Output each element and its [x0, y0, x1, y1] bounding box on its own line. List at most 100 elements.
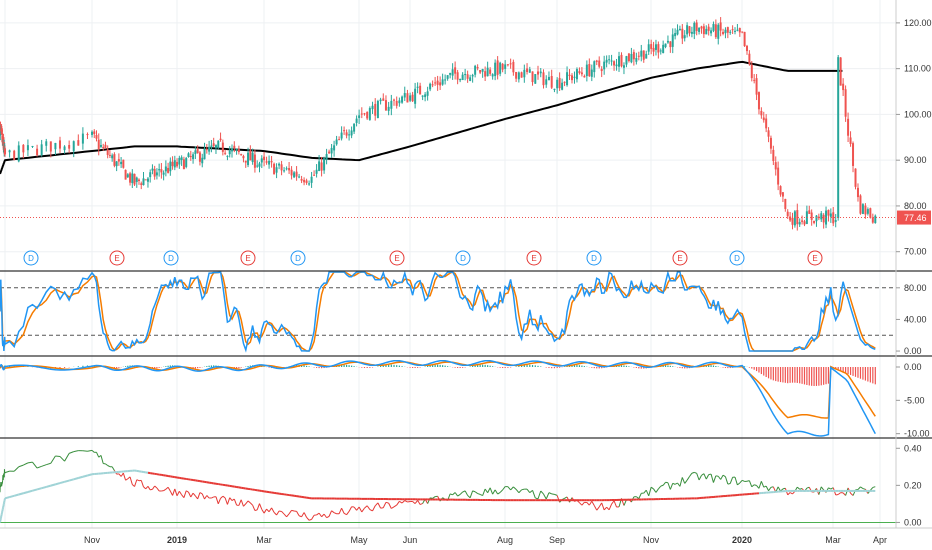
rs-ratio-segment: [554, 493, 558, 496]
earnings-marker[interactable]: E: [672, 250, 688, 266]
rs-average-segment: [18, 492, 24, 496]
candle-body: [253, 154, 256, 168]
rs-ratio-segment: [263, 508, 268, 514]
rs-ratio-segment: [296, 511, 300, 517]
earnings-marker[interactable]: E: [389, 250, 405, 266]
last-price-badge-bg: [897, 210, 931, 225]
rs-ratio-segment: [247, 500, 251, 504]
candle-body: [767, 130, 770, 137]
rs-ratio-segment: [147, 486, 151, 491]
rs-ratio-segment: [91, 449, 95, 453]
axis-tick-label: -5.00: [904, 395, 925, 405]
candle-body: [146, 178, 149, 182]
candle-body: [2, 137, 5, 145]
candle-body: [571, 75, 574, 81]
rs-average-segment: [55, 482, 61, 486]
price-axis[interactable]: 120.00 110.00 100.00 90.00 80.00 70.00 80.00 40…: [896, 18, 932, 528]
candle-body: [550, 76, 553, 88]
rs-ratio-segment: [674, 482, 678, 485]
axis-tick-label: 100.00: [904, 109, 932, 119]
earnings-marker[interactable]: E: [526, 250, 542, 266]
rs-average-segment: [87, 473, 93, 477]
rs-ratio-segment: [154, 485, 158, 489]
rs-average-segment: [41, 485, 47, 490]
candle-body: [217, 140, 220, 148]
candle-body: [762, 117, 765, 121]
rs-ratio-segment: [608, 503, 613, 511]
marker-label: E: [677, 254, 682, 263]
candle-body: [526, 68, 529, 72]
candle-body: [180, 157, 183, 161]
dividend-marker[interactable]: D: [455, 250, 471, 266]
rs-ratio-segment: [249, 502, 253, 506]
candle-body: [556, 79, 559, 89]
candle-body: [164, 166, 167, 172]
candle-body: [779, 186, 782, 195]
candle-body: [120, 161, 123, 165]
dividend-marker[interactable]: D: [23, 250, 39, 266]
candle-body: [479, 70, 482, 73]
rs-ratio-segment: [545, 492, 550, 500]
candle-body: [632, 52, 635, 60]
candle-body: [54, 142, 57, 150]
candle-body: [484, 71, 487, 77]
candle-body: [149, 172, 152, 178]
candle-body: [693, 22, 696, 34]
candle-body: [160, 169, 163, 173]
rs-ratio-segment: [537, 490, 542, 500]
candle-body: [736, 29, 739, 31]
rs-ratio-segment: [777, 486, 781, 492]
rs-ratio-segment: [150, 488, 153, 491]
candle-body: [717, 24, 720, 39]
candle-body: [662, 44, 665, 53]
candle-body: [585, 64, 588, 77]
relative-strength-pane[interactable]: [0, 449, 896, 523]
rs-ratio-segment: [318, 512, 323, 518]
dividend-marker[interactable]: D: [586, 250, 602, 266]
candle-body: [464, 73, 467, 76]
rs-ratio-segment: [412, 501, 416, 505]
dividend-marker[interactable]: D: [290, 250, 306, 266]
candle-body: [553, 88, 556, 90]
time-axis[interactable]: Nov 2019 Mar May Jun Aug Sep Nov 2020 Mar Apr: [84, 535, 887, 545]
candle-body: [122, 159, 125, 168]
marker-circle: [455, 250, 471, 266]
candle-body: [615, 64, 618, 67]
candle-body: [162, 172, 165, 175]
marker-label: E: [394, 254, 399, 263]
pane-separators[interactable]: [0, 0, 932, 529]
candle-body: [613, 61, 616, 66]
candle-body: [214, 145, 217, 148]
rs-ratio-segment: [556, 495, 561, 503]
candle-body: [140, 183, 143, 185]
candle-body: [726, 27, 729, 33]
candle-body: [839, 57, 842, 86]
rs-ratio-segment: [353, 506, 358, 511]
rs-ratio-segment: [172, 488, 176, 496]
earnings-marker[interactable]: E: [109, 250, 125, 266]
candle-body: [866, 209, 869, 214]
rs-ratio-segment: [396, 500, 400, 506]
candle-body: [573, 76, 576, 78]
rs-ratio-segment: [120, 472, 124, 477]
candle-body: [454, 67, 457, 74]
axis-tick-label: -10.00: [904, 429, 930, 439]
macd-pane[interactable]: [0, 359, 876, 437]
rs-ratio-segment: [703, 473, 707, 480]
candle-body: [722, 31, 725, 34]
candle-body: [268, 160, 271, 165]
candle-body: [825, 210, 828, 225]
stochastic-pane[interactable]: [0, 270, 896, 353]
dividend-marker[interactable]: D: [729, 250, 745, 266]
candle-body: [387, 106, 390, 111]
earnings-marker[interactable]: E: [240, 250, 256, 266]
candle-body: [13, 150, 16, 160]
candle-body: [426, 91, 429, 96]
price-candles: [0, 17, 877, 231]
axis-tick-label: 0.00: [904, 346, 922, 356]
earnings-marker[interactable]: E: [807, 250, 823, 266]
candle-body: [583, 76, 586, 78]
dividend-marker[interactable]: D: [163, 250, 179, 266]
